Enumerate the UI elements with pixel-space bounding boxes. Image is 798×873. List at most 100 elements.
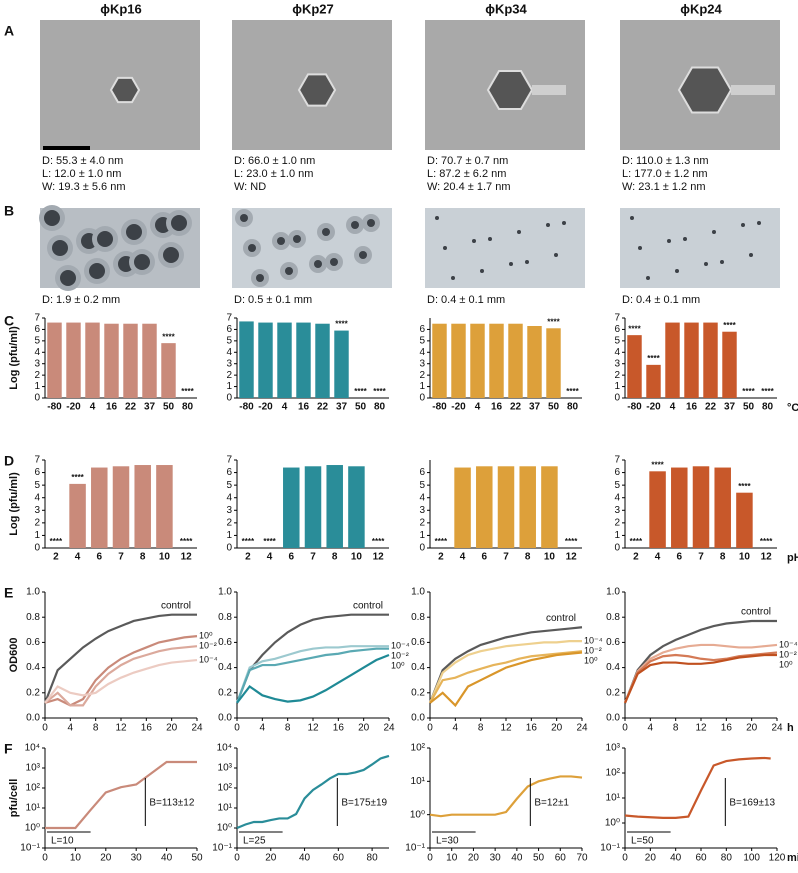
series-label: 10⁰ [584,656,598,666]
series-label: 10⁻² [584,646,602,656]
bar [671,467,688,548]
x-tick-label: 60 [333,853,345,864]
x-tick-label: 10 [351,552,363,563]
y-tick-label: 0 [614,543,620,554]
bar [736,492,753,548]
y-tick-label: 10¹ [218,803,233,814]
x-tick-label: 4 [670,402,676,413]
series-label: 10⁰ [199,630,213,640]
bar [161,343,176,398]
x-tick-label: 7 [310,552,316,563]
x-tick-label: 8 [525,552,531,563]
series-line [236,754,390,830]
y-tick-label: 4 [419,492,425,503]
plaque [322,228,330,236]
annotation: B=175±19 [341,798,387,809]
x-tick-label: 12 [500,723,512,734]
x-tick-label: 16 [491,402,503,413]
annotation: L=50 [631,836,654,847]
y-tick-label: 2 [34,370,40,381]
plaque [546,223,550,227]
y-tick-label: 0.6 [606,637,620,648]
column-header: ϕKp34 [485,1,527,16]
significance: **** [71,473,84,482]
y-axis-label: pfu/cell [8,779,20,818]
plaque [285,267,293,275]
significance: **** [742,387,755,396]
y-tick-label: 0.0 [26,713,40,724]
y-tick-label: 7 [34,455,40,466]
plaque [480,269,484,273]
x-tick-label: 10 [739,552,751,563]
panel-label: A [4,23,14,39]
plaque-image [620,208,780,288]
y-tick-label: 5 [34,335,40,346]
plaque [330,258,338,266]
x-tick-label: 37 [144,402,156,413]
y-tick-label: 2 [614,370,620,381]
column-header: ϕKp16 [100,1,142,16]
bar [326,465,343,548]
plaque [359,251,367,259]
y-tick-label: 10⁻¹ [20,843,40,854]
y-tick-label: 0.4 [218,662,232,673]
series-line [236,653,390,704]
plaque [314,260,322,268]
y-tick-label: 10¹ [606,793,621,804]
y-tick-label: 0.0 [606,713,620,724]
series-label: 10⁻⁴ [779,639,798,649]
y-tick-label: 3 [614,505,620,516]
micrograph-caption: W: ND [234,181,266,193]
x-tick-label: 8 [93,723,99,734]
significance: **** [647,354,660,363]
y-tick-label: 10² [218,783,233,794]
phage-capsid [109,76,141,104]
x-tick-label: 20 [746,723,758,734]
phage-capsid [486,69,534,111]
x-tick-label: 70 [576,853,588,864]
y-tick-label: 2 [226,370,232,381]
x-tick-label: 16 [298,402,310,413]
plaque [712,230,716,234]
panel-label: F [4,741,13,757]
significance: **** [354,387,367,396]
x-tick-label: 12 [695,723,707,734]
plaque [757,221,761,225]
bar [541,466,558,548]
plaque [741,223,745,227]
y-tick-label: 6 [34,467,40,478]
annotation: L=30 [436,836,459,847]
bar [348,466,365,548]
x-tick-label: 80 [762,402,774,413]
y-tick-label: 4 [226,347,232,358]
y-tick-label: 10⁻¹ [212,843,232,854]
y-tick-label: 0.0 [218,713,232,724]
series-line [623,643,778,704]
y-tick-label: 1 [614,530,620,541]
x-tick-label: 40 [299,853,311,864]
x-tick-label: 16 [141,723,153,734]
series-label: 10⁻² [391,651,409,661]
bar [104,323,119,398]
series-line [235,613,389,704]
y-tick-label: 1.0 [218,587,232,598]
plaque [509,262,513,266]
x-tick-label: 40 [511,853,523,864]
micrograph-caption: D: 110.0 ± 1.3 nm [622,155,709,167]
plaque [240,214,248,222]
series-label: 10⁻² [779,649,797,659]
micrograph-caption: L: 177.0 ± 1.2 nm [622,168,708,180]
x-tick-label: 20 [100,853,112,864]
y-tick-label: 1.0 [26,587,40,598]
x-tick-label: 80 [567,402,579,413]
x-tick-label: 16 [106,402,118,413]
x-tick-label: 2 [53,552,59,563]
x-axis-label: °C [787,402,798,414]
significance: **** [628,324,641,333]
x-tick-label: 4 [282,402,288,413]
annotation: L=25 [243,836,266,847]
bar [649,471,666,548]
phage-tail [731,85,775,95]
x-tick-label: 12 [761,552,773,563]
y-tick-label: 0.6 [218,637,232,648]
